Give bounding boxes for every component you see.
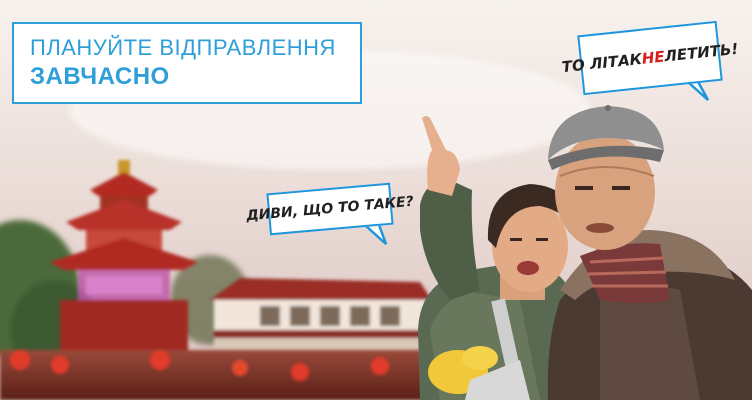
bubble-left-text: ДИВИ, ЩО ТО ТАКЕ? <box>245 193 415 225</box>
bubble-right-negation: НЕ <box>640 47 666 68</box>
headline-line-2: ЗАВЧАСНО <box>30 63 170 90</box>
lanterns <box>10 350 389 381</box>
headline-line-1: ПЛАНУЙТЕ ВІДПРАВЛЕННЯ <box>30 35 336 60</box>
headline-box: ПЛАНУЙТЕ ВІДПРАВЛЕННЯ ЗАВЧАСНО <box>12 22 362 104</box>
man <box>547 105 752 400</box>
